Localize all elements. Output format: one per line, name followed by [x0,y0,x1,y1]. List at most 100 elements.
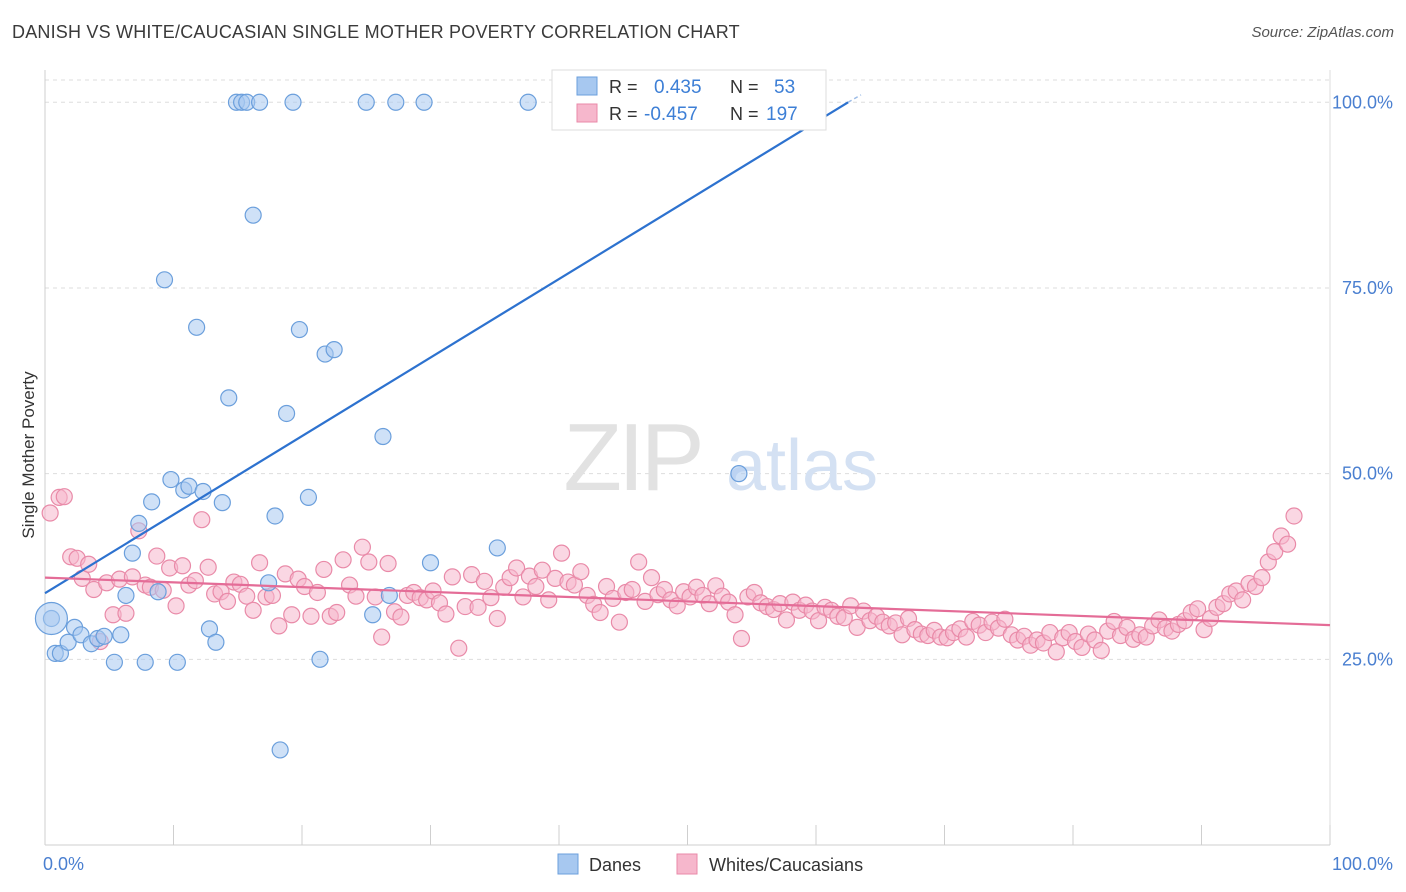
danes-point [519,93,537,111]
whites-point [777,611,796,629]
whites-point [250,554,269,572]
legend-r-value-danes: 0.435 [654,77,702,98]
whites-point [957,628,975,646]
danes-point [112,626,130,644]
whites-point [1285,507,1303,525]
series-legend-label-danes: Danes [589,855,641,875]
y-axis-label: Single Mother Poverty [19,371,38,539]
danes-point [311,650,329,668]
danes-point [95,627,113,645]
y-tick-label: 25.0% [1342,649,1393,669]
danes-point [149,583,167,601]
series-legend: Danes Whites/Caucasians [557,853,863,875]
whites-point [732,629,751,648]
danes-point [244,206,262,224]
y-tick-label: 100.0% [1332,92,1393,112]
whites-trend-line [44,576,1331,627]
whites-point [379,554,397,573]
whites-point [469,598,487,616]
danes-point [325,341,343,359]
danes-point [168,653,186,671]
danes-point [488,539,506,557]
whites-point [199,558,217,576]
danes-point [188,318,206,336]
legend-swatch-whites [576,103,598,123]
danes-point [387,93,405,111]
whites-point [1234,591,1252,609]
whites-point [392,608,410,626]
danes-point [155,271,174,289]
whites-point [437,605,455,623]
danes-point [277,404,296,423]
danes-point [105,653,123,671]
source-label: Source: ZipAtlas.com [1251,24,1394,41]
whites-point [552,544,571,562]
whites-point [117,604,135,622]
danes-trend-line-extension [847,94,862,103]
legend-swatch-danes [576,76,598,96]
whites-point [1092,641,1110,660]
y-tick-label: 75.0% [1342,278,1393,298]
legend-n-value-danes: 53 [774,77,795,98]
legend-r-value-whites: -0.457 [644,104,698,125]
series-legend-swatch-whites [676,853,698,875]
whites-point [302,607,320,625]
danes-point [299,488,318,507]
danes-point [59,633,77,651]
danes-point [207,633,225,651]
whites-point [283,606,301,624]
whites-point [700,595,718,613]
danes-trend-line [44,101,849,595]
danes-point [136,653,154,671]
whites-point [726,606,744,624]
whites-point [540,591,558,609]
whites-point [173,557,192,575]
whites-point [1253,569,1271,587]
danes-point [250,93,269,111]
whites-point [642,569,661,587]
correlation-legend-box [551,69,827,131]
whites-point [475,572,494,590]
whites-point [193,511,211,529]
whites-point [488,609,506,628]
danes-point [374,427,392,446]
legend-n-label-whites: N = [730,104,759,124]
danes-point [364,606,382,624]
whites-point [55,488,73,506]
whites-point [450,639,468,657]
watermark-atlas: atlas [726,426,878,506]
whites-point [334,551,352,569]
whites-point [360,553,378,571]
whites-point [572,563,590,581]
x-tick-label: 100.0% [1332,854,1393,874]
whites-point [1278,535,1297,553]
whites-point [244,601,262,619]
legend-n-label-danes: N = [730,77,759,97]
whites-point [591,603,609,622]
danes-point [730,465,748,483]
danes-point [123,544,141,562]
series-legend-label-whites: Whites/Caucasians [709,855,863,875]
trend-layer [44,94,1331,627]
whites-point [347,587,365,605]
whites-point [366,588,384,606]
legend-r-label-danes: R = [609,77,638,97]
correlation-legend: R = 0.435 N = 53 R = -0.457 N = 197 [551,69,827,131]
danes-point [421,554,440,572]
legend-n-value-whites: 197 [766,104,798,125]
whites-point [1266,543,1284,561]
whites-point [148,547,166,565]
danes-point [290,320,309,339]
danes-point [415,93,433,111]
watermark: ZIP atlas [563,404,878,511]
danes-point [357,93,375,111]
series-legend-swatch-danes [557,853,579,875]
whites-point [353,538,371,556]
points-layer [34,93,1303,759]
whites-point [373,628,391,646]
whites-point [186,571,204,590]
watermark-zip: ZIP [563,404,700,511]
whites-point [996,610,1014,628]
whites-point [527,577,545,596]
